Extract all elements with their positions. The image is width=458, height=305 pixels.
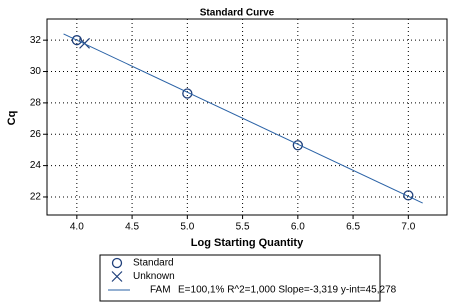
x-axis-label: Log Starting Quantity [191,237,304,249]
y-axis-label: Cq [6,111,18,126]
fit-line [63,33,423,204]
legend-marker [111,271,123,282]
y-tick-label: 22 [30,192,42,203]
y-tick-label: 24 [30,160,42,171]
x-tick-label: 7.0 [401,222,415,233]
legend-equation: E=100,1% R^2=1,000 Slope=-3,319 y-int=45… [178,285,397,296]
x-tick-label: 5.5 [236,222,250,233]
y-tick-label: 28 [30,98,42,109]
legend-label: FAM [150,285,171,296]
plot-frame [46,18,448,216]
legend-label: Standard [133,258,174,269]
x-tick-label: 6.0 [291,222,305,233]
x-tick-label: 5.0 [180,222,194,233]
point [403,190,414,201]
y-tick-label: 32 [30,35,42,46]
point [182,88,193,99]
point [292,140,303,151]
plot-area [47,19,447,215]
y-tick-label: 30 [30,66,42,77]
x-tick-label: 4.5 [125,222,139,233]
x-tick-label: 6.5 [346,222,360,233]
y-tick-label: 26 [30,129,42,140]
x-tick-label: 4.0 [70,222,84,233]
legend-label: Unknown [133,271,175,282]
legend-marker [111,257,123,269]
chart-title: Standard Curve [200,8,275,19]
legend-box [99,254,381,302]
